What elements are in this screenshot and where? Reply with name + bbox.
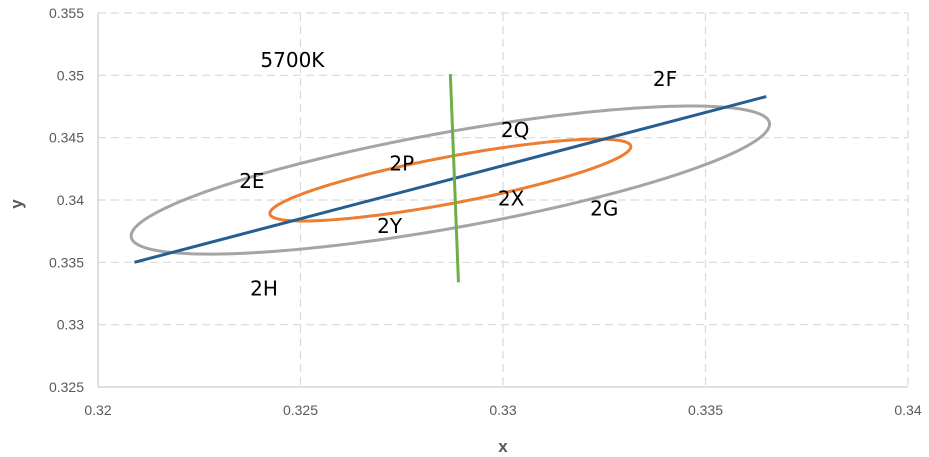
region-label: 2G [590, 196, 618, 220]
x-tick-label: 0.34 [894, 402, 921, 418]
region-label: 2Q [501, 118, 529, 142]
tick-labels: 0.32 0.325 0.33 0.335 0.340.3250.330.3350.34… [49, 5, 922, 418]
region-label: 2X [498, 187, 525, 211]
curves [129, 74, 772, 283]
series-line-2 [448, 74, 460, 283]
y-tick-label: 0.325 [49, 379, 84, 395]
grid [98, 12, 909, 387]
x-tick-label: 0.33 [489, 402, 516, 418]
series-line-1 [134, 95, 767, 264]
x-tick-label: 0.335 [688, 402, 723, 418]
axes [97, 13, 908, 388]
y-tick-label: 0.345 [49, 130, 84, 146]
y-tick-label: 0.335 [49, 254, 84, 270]
region-label: 2Y [377, 214, 403, 238]
region-label: 2P [389, 152, 414, 176]
region-labels: 5700K 2F 2Q 2P 2E 2X 2G 2Y 2H [239, 48, 677, 300]
region-label: 5700K [260, 48, 325, 72]
x-axis-title: x [498, 437, 508, 456]
region-label: 2H [250, 276, 278, 300]
outer-ellipse [129, 104, 772, 256]
y-tick-label: 0.33 [57, 317, 84, 333]
y-axis-title: y [7, 199, 26, 209]
y-tick-label: 0.355 [49, 5, 84, 21]
y-tick-label: 0.34 [57, 192, 84, 208]
region-label: 2F [653, 67, 677, 91]
x-tick-label: 0.32 [84, 402, 111, 418]
x-tick-label: 0.325 [283, 402, 318, 418]
region-label: 2E [239, 169, 264, 193]
y-tick-label: 0.35 [57, 67, 84, 83]
inner-ellipse [268, 137, 633, 223]
